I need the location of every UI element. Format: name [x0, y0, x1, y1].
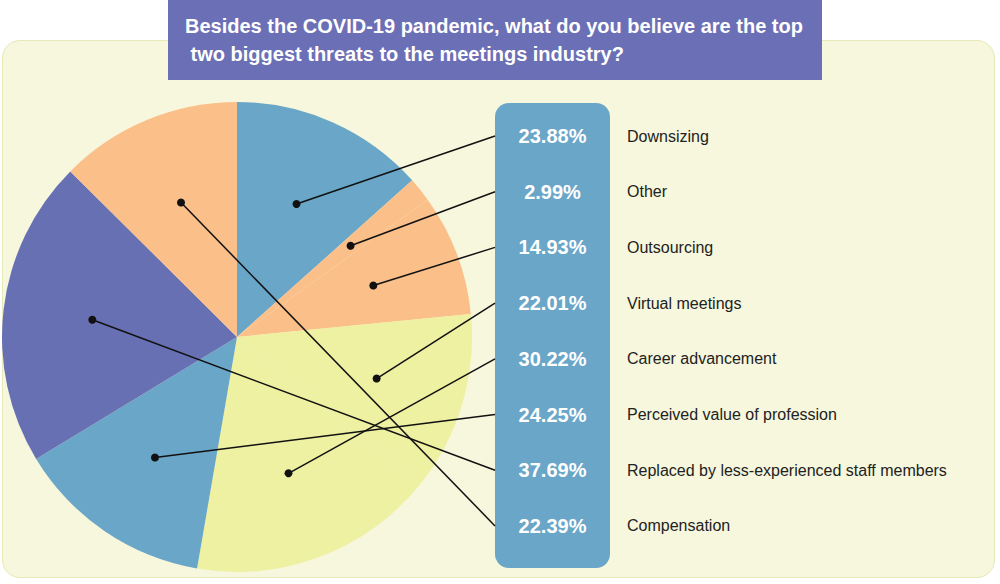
svg-text:two biggest threats to the mee: two biggest threats to the meetings indu…: [185, 43, 624, 65]
svg-text:37.69%: 37.69%: [519, 459, 587, 481]
svg-text:Perceived value of profession: Perceived value of profession: [627, 406, 837, 423]
svg-text:Outsourcing: Outsourcing: [627, 239, 713, 256]
svg-text:Compensation: Compensation: [627, 517, 730, 534]
svg-text:30.22%: 30.22%: [519, 348, 587, 370]
svg-text:22.01%: 22.01%: [519, 292, 587, 314]
svg-text:24.25%: 24.25%: [519, 404, 587, 426]
svg-text:Virtual meetings: Virtual meetings: [627, 295, 741, 312]
svg-text:14.93%: 14.93%: [519, 236, 587, 258]
svg-text:23.88%: 23.88%: [519, 125, 587, 147]
svg-text:Replaced by less-experienced s: Replaced by less-experienced staff membe…: [627, 462, 947, 479]
svg-text:Career advancement: Career advancement: [627, 350, 777, 367]
svg-text:Downsizing: Downsizing: [627, 128, 709, 145]
svg-text:22.39%: 22.39%: [519, 515, 587, 537]
svg-text:Besides the COVID-19 pandemic,: Besides the COVID-19 pandemic, what do y…: [185, 15, 803, 37]
svg-text:2.99%: 2.99%: [524, 181, 581, 203]
svg-text:Other: Other: [627, 183, 668, 200]
